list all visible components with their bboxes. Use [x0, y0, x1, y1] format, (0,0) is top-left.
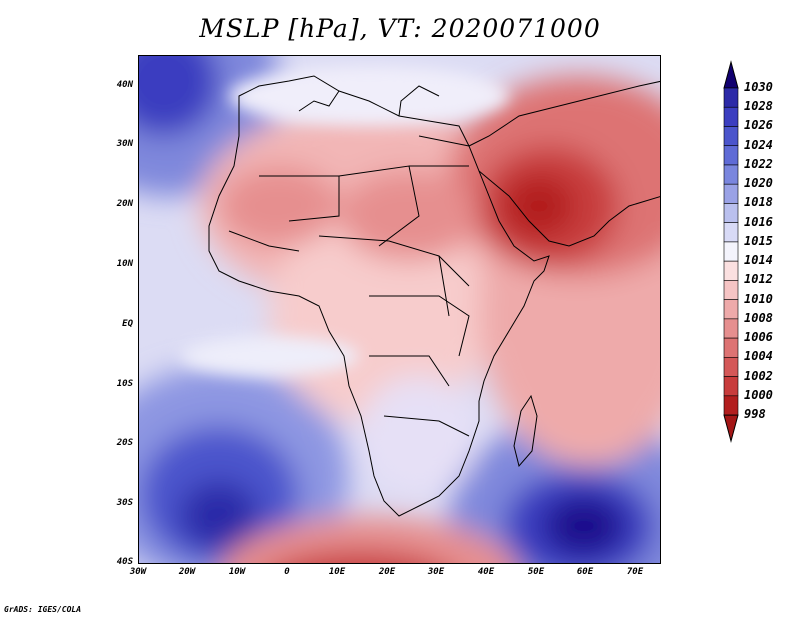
colorbar-label: 1018	[744, 195, 773, 210]
colorbar-swatch	[723, 318, 739, 339]
colorbar-swatch	[723, 280, 739, 300]
colorbar-swatch	[723, 203, 739, 223]
colorbar-swatch	[723, 357, 739, 377]
colorbar-swatch	[723, 337, 739, 358]
pressure-map	[138, 55, 661, 564]
colorbar-top-arrow	[723, 60, 739, 89]
lat-label-20s: 20S	[116, 438, 133, 448]
lon-label-20e: 20E	[378, 567, 396, 577]
colorbar-label: 1010	[744, 291, 773, 306]
grads-credit: GrADS: IGES/COLA	[4, 605, 82, 614]
colorbar-label: 1008	[744, 310, 773, 325]
lon-label-0: 0	[284, 567, 290, 577]
colorbar-swatch	[723, 164, 739, 185]
colorbar-swatch	[723, 222, 739, 243]
colorbar-label: 998	[744, 407, 766, 422]
colorbar-label: 1012	[744, 272, 773, 287]
madagascar-outline	[513, 394, 538, 468]
lon-label-10w: 10W	[228, 567, 246, 577]
africa-outline	[208, 75, 550, 517]
colorbar-label: 1030	[744, 80, 773, 94]
colorbar-label: 1026	[744, 118, 773, 133]
lat-label-eq: EQ	[122, 319, 133, 329]
lat-label-10n: 10N	[116, 259, 133, 269]
lat-label-20n: 20N	[116, 199, 133, 209]
colorbar-swatch	[723, 395, 739, 416]
colorbar-swatch	[723, 376, 739, 397]
lon-label-10e: 10E	[328, 567, 346, 577]
colorbar-label: 1015	[744, 233, 773, 248]
lat-label-40n: 40N	[116, 80, 133, 90]
lat-label-30s: 30S	[116, 498, 133, 508]
lon-label-50e: 50E	[527, 567, 545, 577]
coastlines	[208, 75, 660, 517]
lon-label-30w: 30W	[129, 567, 147, 577]
colorbar-swatch	[723, 126, 739, 147]
colorbar-swatch	[723, 241, 739, 262]
colorbar-swatch	[723, 106, 739, 127]
colorbar-swatch	[723, 260, 739, 281]
colorbar-swatch	[723, 183, 739, 204]
lon-label-20w: 20W	[178, 567, 196, 577]
arabia-coast	[478, 170, 660, 247]
colorbar-label: 1024	[744, 137, 773, 152]
pressure-field	[139, 56, 660, 563]
map-title: MSLP [hPa], VT: 2020071000	[199, 14, 601, 43]
colorbar-label: 1004	[744, 349, 773, 364]
lon-label-40e: 40E	[477, 567, 495, 577]
colorbar-label: 1020	[744, 176, 773, 191]
lon-label-60e: 60E	[576, 567, 594, 577]
low-pressure-southern	[222, 516, 516, 563]
lat-label-40s: 40S	[116, 557, 133, 567]
colorbar-label: 1014	[744, 253, 773, 268]
colorbar-label: 1002	[744, 368, 773, 383]
colorbar-label: 1022	[744, 156, 773, 171]
colorbar-swatch	[723, 145, 739, 166]
lat-label-30n: 30N	[116, 139, 133, 149]
colorbar-label: 1000	[744, 387, 773, 402]
colorbar-label: 1028	[744, 99, 773, 114]
lon-label-30e: 30E	[427, 567, 445, 577]
colorbar-bottom-arrow	[723, 414, 739, 444]
colorbar-label: 1006	[744, 330, 773, 345]
lat-label-10s: 10S	[116, 379, 133, 389]
colorbar-swatch	[723, 87, 739, 108]
colorbar-label: 1016	[744, 214, 773, 229]
colorbar-swatch	[723, 299, 739, 320]
lon-label-70e: 70E	[626, 567, 644, 577]
